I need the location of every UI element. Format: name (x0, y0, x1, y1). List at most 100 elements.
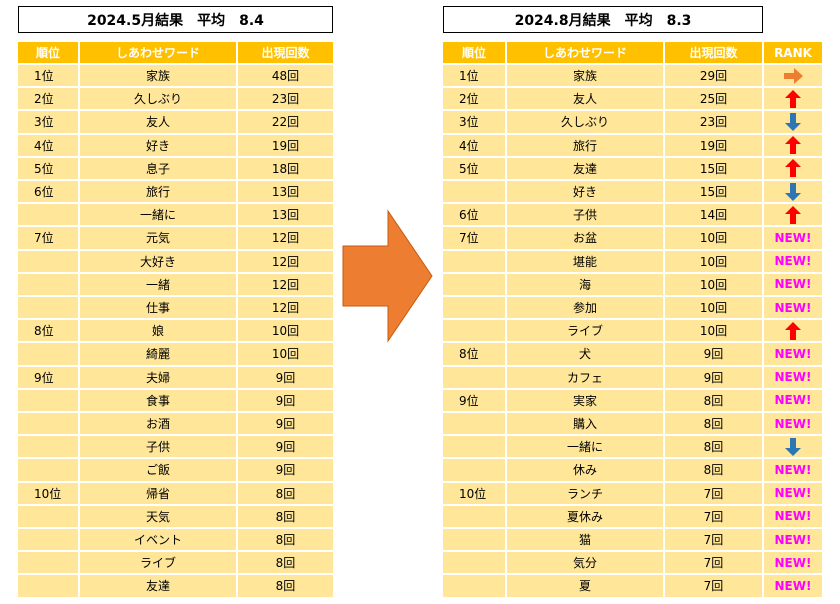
table-cell (18, 204, 78, 226)
table-cell: お酒 (80, 413, 236, 435)
rank-change: NEW! (764, 343, 822, 365)
column-header: 出現回数 (665, 42, 762, 63)
table-cell: ご飯 (80, 459, 236, 481)
table-cell: 9回 (238, 366, 333, 388)
table-cell (18, 413, 78, 435)
table-cell: 5位 (443, 157, 505, 179)
rank-change (764, 320, 822, 342)
table-cell (443, 366, 505, 388)
table-cell: カフェ (507, 366, 663, 388)
table-cell: 8回 (238, 575, 333, 597)
rank-change: NEW! (764, 552, 822, 574)
table-cell: 食事 (80, 389, 236, 411)
table-cell: 7回 (665, 552, 762, 574)
table-cell (18, 273, 78, 295)
table-cell: 友達 (80, 575, 236, 597)
table-cell: 8回 (665, 389, 762, 411)
table-cell: 10位 (443, 482, 505, 504)
rank-change (764, 65, 822, 87)
rank-change (764, 111, 822, 133)
rank-arrow-down (785, 437, 801, 456)
table-cell: 子供 (80, 436, 236, 458)
table-cell: 2位 (443, 88, 505, 110)
column-header: しあわせワード (80, 42, 236, 63)
rank-change: NEW! (764, 389, 822, 411)
table-cell: 娘 (80, 320, 236, 342)
rank-change (764, 436, 822, 458)
table-cell: 海 (507, 273, 663, 295)
table-cell: 8回 (665, 436, 762, 458)
table-cell: 天気 (80, 505, 236, 527)
table-cell: 友達 (507, 157, 663, 179)
table-cell: 13回 (238, 204, 333, 226)
table-cell: 9回 (238, 389, 333, 411)
table-cell: 15回 (665, 157, 762, 179)
table-cell: 夏 (507, 575, 663, 597)
rank-change: NEW! (764, 529, 822, 551)
table-cell: 家族 (507, 65, 663, 87)
rank-change: NEW! (764, 413, 822, 435)
table-cell: 19回 (238, 134, 333, 156)
table-cell (443, 181, 505, 203)
table-cell: 12回 (238, 297, 333, 319)
table-cell: 19回 (665, 134, 762, 156)
rank-change: NEW! (764, 273, 822, 295)
rank-change (764, 134, 822, 156)
table-cell: 帰省 (80, 482, 236, 504)
rank-change (764, 88, 822, 110)
table-cell: 8位 (443, 343, 505, 365)
table-cell (443, 505, 505, 527)
table-cell: 12回 (238, 227, 333, 249)
rank-arrow-down (785, 182, 801, 201)
rank-arrow-down (785, 112, 801, 131)
table-cell: 5位 (18, 157, 78, 179)
rank-change: NEW! (764, 297, 822, 319)
table-cell (443, 297, 505, 319)
table-cell: 元気 (80, 227, 236, 249)
table-cell: 8位 (18, 320, 78, 342)
transition-arrow (342, 209, 433, 343)
rank-change: NEW! (764, 505, 822, 527)
table-cell: 22回 (238, 111, 333, 133)
table-cell: ランチ (507, 482, 663, 504)
table-cell: 8回 (238, 552, 333, 574)
table-cell: 6位 (18, 181, 78, 203)
table-cell (443, 273, 505, 295)
table-cell: 好き (507, 181, 663, 203)
rank-arrow-up (785, 205, 801, 224)
table-cell: 10回 (665, 320, 762, 342)
table-cell (443, 250, 505, 272)
rank-change: NEW! (764, 459, 822, 481)
table-cell: 旅行 (507, 134, 663, 156)
rank-change: NEW! (764, 575, 822, 597)
column-header: 順位 (443, 42, 505, 63)
table-cell: イベント (80, 529, 236, 551)
table-cell: 12回 (238, 273, 333, 295)
table-cell: 休み (507, 459, 663, 481)
table-cell (18, 297, 78, 319)
rank-change (764, 181, 822, 203)
rank-change (764, 157, 822, 179)
table-cell: 3位 (443, 111, 505, 133)
table-cell (443, 436, 505, 458)
table-cell: 久しぶり (507, 111, 663, 133)
table-cell: 29回 (665, 65, 762, 87)
table-cell: 7位 (18, 227, 78, 249)
table-cell: 10回 (665, 250, 762, 272)
column-header: 順位 (18, 42, 78, 63)
rank-change: NEW! (764, 482, 822, 504)
table-cell: 7回 (665, 505, 762, 527)
table-cell: 8回 (238, 529, 333, 551)
table-cell: 7回 (665, 482, 762, 504)
table-cell (18, 505, 78, 527)
table-cell: 1位 (443, 65, 505, 87)
table-cell: 友人 (507, 88, 663, 110)
table-cell: 犬 (507, 343, 663, 365)
table-cell (18, 552, 78, 574)
table-cell: 10回 (665, 273, 762, 295)
table-cell: 8回 (665, 459, 762, 481)
table-cell: 48回 (238, 65, 333, 87)
table-cell: 夫婦 (80, 366, 236, 388)
table-title: 2024.5月結果 平均 8.4 (18, 6, 333, 33)
